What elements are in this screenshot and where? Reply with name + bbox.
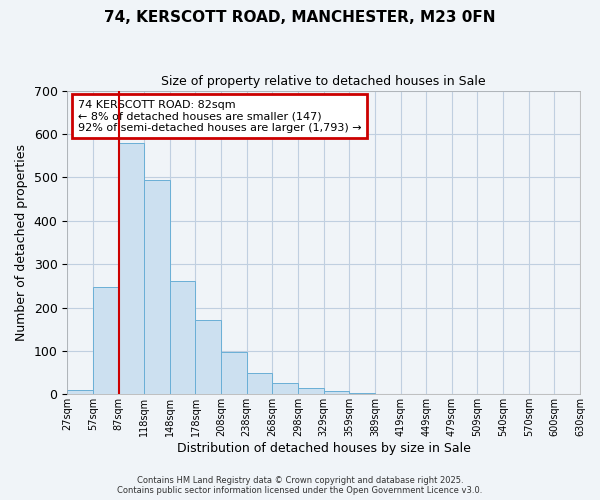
Bar [298, 388, 323, 394]
Text: 74 KERSCOTT ROAD: 82sqm
← 8% of detached houses are smaller (147)
92% of semi-de: 74 KERSCOTT ROAD: 82sqm ← 8% of detached… [77, 100, 361, 133]
Bar [119, 144, 144, 394]
Y-axis label: Number of detached properties: Number of detached properties [15, 144, 28, 341]
Bar [196, 320, 221, 394]
Title: Size of property relative to detached houses in Sale: Size of property relative to detached ho… [161, 75, 486, 88]
Bar [221, 352, 247, 395]
Bar [170, 282, 196, 395]
Bar [93, 286, 119, 395]
Bar [272, 384, 298, 394]
Bar [67, 390, 93, 394]
Bar [144, 180, 170, 394]
Text: 74, KERSCOTT ROAD, MANCHESTER, M23 0FN: 74, KERSCOTT ROAD, MANCHESTER, M23 0FN [104, 10, 496, 25]
Bar [323, 391, 349, 394]
X-axis label: Distribution of detached houses by size in Sale: Distribution of detached houses by size … [177, 442, 470, 455]
Text: Contains HM Land Registry data © Crown copyright and database right 2025.
Contai: Contains HM Land Registry data © Crown c… [118, 476, 482, 495]
Bar [247, 374, 272, 394]
